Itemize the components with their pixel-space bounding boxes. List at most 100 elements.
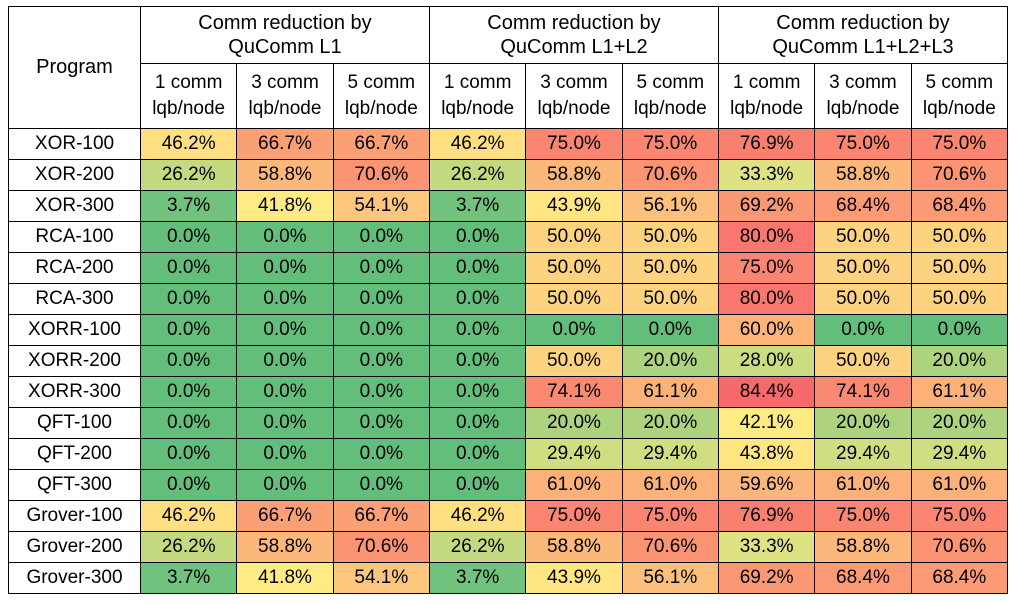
sub-header-line2: lqb/node xyxy=(730,98,804,119)
heatmap-cell: 0.0% xyxy=(139,283,238,315)
heatmap-cell: 58.8% xyxy=(236,159,334,191)
heatmap-cell: 50.0% xyxy=(910,221,1009,253)
heatmap-cell: 50.0% xyxy=(814,221,912,253)
heatmap-cell: 0.0% xyxy=(428,407,527,439)
heatmap-cell: 58.8% xyxy=(814,531,912,563)
group-header-l1: Comm reduction by QuComm L1 xyxy=(140,6,430,64)
heatmap-cell: 69.2% xyxy=(717,562,816,594)
heatmap-cell: 29.4% xyxy=(814,438,912,470)
heatmap-cell: 75.0% xyxy=(621,500,719,532)
heatmap-cell: 46.2% xyxy=(428,128,527,160)
heatmap-cell: 41.8% xyxy=(236,190,334,222)
table-row: RCA-300 0.0% 0.0% 0.0% 0.0% 50.0% 50.0% 80.0% 50… xyxy=(8,283,1009,315)
heatmap-cell: 50.0% xyxy=(814,345,912,377)
heatmap-cell: 0.0% xyxy=(621,314,719,346)
heatmap-cell: 50.0% xyxy=(525,283,623,315)
group-header-l1-l2-line1: Comm reduction by xyxy=(487,12,661,34)
sub-header-cell: 5 comm lqb/node xyxy=(910,63,1009,129)
heatmap-cell: 70.6% xyxy=(332,159,430,191)
row-label: RCA-100 xyxy=(8,221,141,253)
heatmap-cell: 0.0% xyxy=(332,407,430,439)
heatmap-cell: 41.8% xyxy=(236,562,334,594)
heatmap-cell: 0.0% xyxy=(236,283,334,315)
heatmap-cell: 0.0% xyxy=(814,314,912,346)
table-body: XOR-100 46.2% 66.7% 66.7% 46.2% 75.0% 75.0% 76.… xyxy=(8,128,1009,594)
heatmap-cell: 0.0% xyxy=(525,314,623,346)
heatmap-cell: 54.1% xyxy=(332,562,430,594)
heatmap-cell: 0.0% xyxy=(139,221,238,253)
heatmap-cell: 0.0% xyxy=(139,376,238,408)
heatmap-cell: 0.0% xyxy=(910,314,1009,346)
heatmap-cell: 3.7% xyxy=(428,190,527,222)
heatmap-cell: 0.0% xyxy=(139,345,238,377)
heatmap-cell: 0.0% xyxy=(139,438,238,470)
heatmap-cell: 29.4% xyxy=(525,438,623,470)
heatmap-cell: 0.0% xyxy=(428,221,527,253)
heatmap-cell: 74.1% xyxy=(814,376,912,408)
heatmap-cell: 68.4% xyxy=(910,190,1009,222)
table-row: RCA-100 0.0% 0.0% 0.0% 0.0% 50.0% 50.0% 80.0% 50… xyxy=(8,221,1009,253)
heatmap-cell: 66.7% xyxy=(236,128,334,160)
sub-header-line2: lqb/node xyxy=(537,98,611,119)
heatmap-cell: 50.0% xyxy=(814,283,912,315)
heatmap-cell: 33.3% xyxy=(717,531,816,563)
group-header-l1-l2-l3-line1: Comm reduction by xyxy=(776,12,950,34)
sub-header-line2: lqb/node xyxy=(152,98,226,119)
table-row: QFT-100 0.0% 0.0% 0.0% 0.0% 20.0% 20.0% 42.1% 20… xyxy=(8,407,1009,439)
heatmap-cell: 50.0% xyxy=(814,252,912,284)
group-header-l1-l2-l3: Comm reduction by QuComm L1+L2+L3 xyxy=(717,6,1009,64)
sub-header-line1: 1 comm xyxy=(443,72,512,93)
group-header-l1-line1: Comm reduction by xyxy=(198,12,372,34)
heatmap-cell: 68.4% xyxy=(814,190,912,222)
heatmap-cell: 0.0% xyxy=(332,283,430,315)
heatmap-cell: 0.0% xyxy=(236,221,334,253)
heatmap-cell: 80.0% xyxy=(717,221,816,253)
sub-header-line1: 1 comm xyxy=(732,72,801,93)
heatmap-cell: 3.7% xyxy=(139,562,238,594)
heatmap-cell: 68.4% xyxy=(910,562,1009,594)
table-row: XOR-200 26.2% 58.8% 70.6% 26.2% 58.8% 70.6% 33.… xyxy=(8,159,1009,191)
heatmap-cell: 74.1% xyxy=(525,376,623,408)
heatmap-cell: 68.4% xyxy=(814,562,912,594)
sub-header-row: 1 comm lqb/node 3 comm lqb/node 5 comm lqb/no… xyxy=(9,63,1009,129)
heatmap-cell: 50.0% xyxy=(525,345,623,377)
heatmap-cell: 58.8% xyxy=(814,159,912,191)
sub-header-line1: 5 comm xyxy=(925,72,994,93)
heatmap-cell: 70.6% xyxy=(332,531,430,563)
heatmap-cell: 20.0% xyxy=(621,407,719,439)
heatmap-cell: 43.8% xyxy=(717,438,816,470)
table-row: XORR-200 0.0% 0.0% 0.0% 0.0% 50.0% 20.0% 28.0% 5… xyxy=(8,345,1009,377)
heatmap-cell: 70.6% xyxy=(621,159,719,191)
heatmap-cell: 0.0% xyxy=(236,469,334,501)
row-label: XOR-200 xyxy=(8,159,141,191)
heatmap-cell: 20.0% xyxy=(910,407,1009,439)
sub-header-line1: 5 comm xyxy=(636,72,705,93)
program-header: Program xyxy=(8,6,141,129)
table-row: XOR-100 46.2% 66.7% 66.7% 46.2% 75.0% 75.0% 76.… xyxy=(8,128,1009,160)
sub-header-line1: 3 comm xyxy=(829,72,897,93)
row-label: XOR-100 xyxy=(8,128,141,160)
heatmap-cell: 66.7% xyxy=(332,128,430,160)
heatmap-cell: 50.0% xyxy=(621,221,719,253)
heatmap-cell: 50.0% xyxy=(525,252,623,284)
sub-header-cell: 3 comm lqb/node xyxy=(525,63,623,129)
heatmap-cell: 58.8% xyxy=(525,159,623,191)
sub-header-cell: 3 comm lqb/node xyxy=(236,63,334,129)
heatmap-cell: 29.4% xyxy=(621,438,719,470)
heatmap-cell: 61.0% xyxy=(814,469,912,501)
sub-header-line2: lqb/node xyxy=(922,98,996,119)
heatmap-cell: 0.0% xyxy=(428,252,527,284)
heatmap-cell: 26.2% xyxy=(428,531,527,563)
sub-header-cell: 1 comm lqb/node xyxy=(428,63,527,129)
heatmap-cell: 3.7% xyxy=(428,562,527,594)
group-header-l1-line2: QuComm L1 xyxy=(228,36,342,58)
heatmap-cell: 0.0% xyxy=(236,314,334,346)
heatmap-cell: 0.0% xyxy=(428,469,527,501)
row-label: RCA-200 xyxy=(8,252,141,284)
heatmap-cell: 60.0% xyxy=(717,314,816,346)
heatmap-cell: 80.0% xyxy=(717,283,816,315)
heatmap-cell: 58.8% xyxy=(236,531,334,563)
heatmap-cell: 0.0% xyxy=(236,438,334,470)
heatmap-cell: 75.0% xyxy=(717,252,816,284)
heatmap-cell: 20.0% xyxy=(621,345,719,377)
